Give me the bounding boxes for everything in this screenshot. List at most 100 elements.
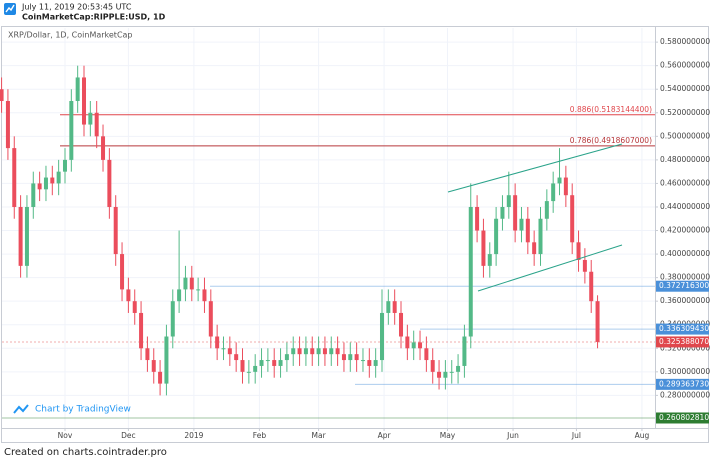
candle-body [430,360,435,372]
candle-body [62,159,67,172]
watermark: Chart by TradingView [35,405,131,415]
candle-body [557,177,562,184]
y-tick-label: 0.4800000000 [660,155,710,164]
chart-title: XRP/Dollar, 1D, CoinMarketCap [8,31,133,40]
candle-body [234,354,239,361]
candle-body [424,348,429,361]
candle-body [259,360,264,366]
x-tick-label: 2019 [184,431,203,440]
candle-body [183,277,188,290]
candle-body [335,348,340,355]
x-tick-label: Dec [121,431,136,440]
y-tick-label: 0.3000000000 [660,367,710,376]
candle-body [392,301,397,313]
candle-body [0,89,4,102]
candle-body [310,348,315,355]
candle-body [177,289,182,302]
candles [0,65,600,396]
candle-body [379,312,384,361]
price-label: 0.3363094300 [659,324,710,333]
candle-body [538,218,543,255]
candle-body [513,195,518,231]
channel-upper [447,143,623,193]
y-tick-label: 0.3800000000 [660,273,710,282]
candle-body [487,254,492,266]
axes: 0.28000000000.30000000000.32000000000.34… [58,37,710,440]
footer: Created on charts.cointrader.pro [4,447,167,458]
candle-body [215,336,220,349]
candle-body [240,360,245,372]
candle-body [253,365,258,372]
candle-body [50,177,55,184]
price-label-box [656,336,709,348]
candle-body [506,195,511,207]
candle-body [297,348,302,355]
candle-body [12,148,17,207]
candle-body [341,354,346,361]
price-label: 0.2608028100 [659,413,710,422]
candle-body [126,289,131,302]
price-label: 0.3727163000 [659,281,710,290]
candle-body [120,254,125,290]
candle-body [595,301,600,342]
candle-body [399,312,404,337]
price-label-box [656,280,709,292]
x-tick-label: Apr [378,431,392,440]
x-tick-label: May [440,431,456,440]
candle-body [563,177,568,196]
candle-body [139,312,144,349]
y-tick-label: 0.3600000000 [660,296,710,305]
candle-body [449,371,454,373]
y-tick-label: 0.4000000000 [660,249,710,258]
x-tick-label: Feb [253,431,267,440]
candle-body [151,360,156,372]
candle-body [24,206,29,266]
logo-mark [5,4,15,13]
candle-body [37,183,42,190]
candle-body [582,259,587,272]
candle-body [5,101,10,149]
candle-body [265,360,270,362]
candle-body [456,365,461,372]
candle-body [532,242,537,255]
price-label-box [656,323,709,335]
x-tick-label: Mar [312,431,327,440]
candle-body [94,112,99,137]
candle-body [278,360,283,366]
candle-body [544,201,549,219]
candle-body [158,371,163,384]
candle-body [360,360,365,362]
candle-body [576,242,581,260]
candle-body [589,271,594,302]
candle-body [329,348,334,355]
candle-body [164,336,169,384]
y-tick-label: 0.2800000000 [660,390,710,399]
candle-body [170,301,175,337]
candle-body [411,342,416,349]
candle-body [373,360,378,366]
candle-body [405,336,410,349]
y-tick-label: 0.5400000000 [660,84,710,93]
timestamp: July 11, 2019 20:53:45 UTC [21,3,132,12]
candle-body [145,348,150,361]
candle-body [82,77,87,125]
candle-body [354,354,359,361]
candle-body [75,77,80,102]
candle-body [208,301,213,337]
candle-body [475,206,480,231]
candle-body [494,218,499,255]
candle-body [551,183,556,202]
candle-body [500,206,505,219]
candle-body [113,206,118,255]
candle-body [367,360,372,366]
candle-body [18,206,23,266]
fib-label: 0.886(0.5183144400) [570,105,652,114]
candle-body [189,277,194,290]
y-tick-label: 0.4200000000 [660,226,710,235]
y-tick-label: 0.5800000000 [660,37,710,46]
price-label: 0.3253880700 [659,337,710,346]
candle-body [481,230,486,266]
candle-body [227,348,232,355]
